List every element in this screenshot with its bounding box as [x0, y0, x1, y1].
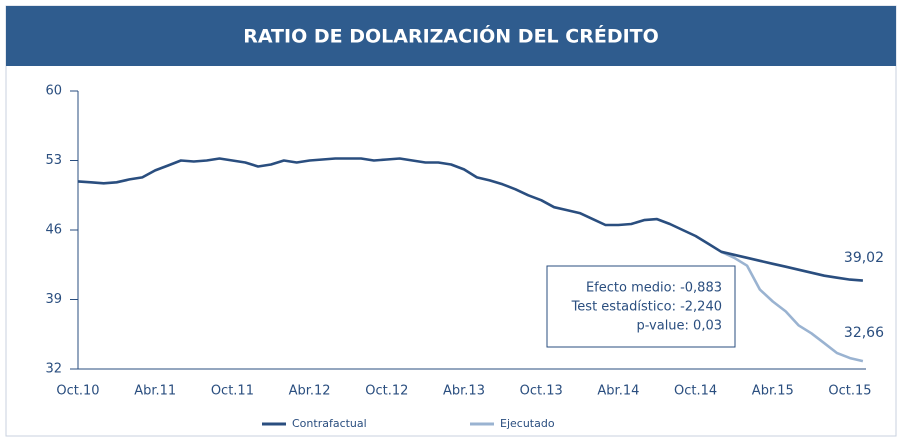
x-tick-label: Oct.10 [56, 384, 99, 399]
x-tick-label: Abr.12 [289, 384, 331, 399]
annotation-box [546, 265, 736, 348]
chart-title: RATIO DE DOLARIZACIÓN DEL CRÉDITO [243, 24, 659, 48]
annotation: Efecto medio: -0,883 [586, 281, 722, 296]
y-tick-label: 39 [45, 292, 62, 307]
end-label: 39,02 [844, 250, 884, 266]
series-line [77, 157, 864, 282]
y-tick-label: 60 [45, 84, 62, 99]
x-tick-label: Abr.14 [597, 384, 639, 399]
x-tick-label: Oct.14 [674, 384, 717, 399]
legend-label: Ejecutado [500, 417, 555, 430]
x-tick-label: Oct.11 [211, 384, 254, 399]
x-tick-label: Oct.15 [828, 384, 871, 399]
y-tick-label: 32 [45, 362, 62, 377]
frame [5, 5, 897, 437]
x-tick-label: Oct.13 [520, 384, 563, 399]
annotation: Test estadístico: -2,240 [571, 300, 722, 315]
end-label: 32,66 [844, 325, 884, 341]
x-tick-label: Abr.13 [443, 384, 485, 399]
y-tick-label: 46 [45, 223, 62, 238]
x-tick-label: Abr.15 [752, 384, 794, 399]
y-tick-label: 53 [45, 153, 62, 168]
legend-label: Contrafactual [292, 417, 367, 430]
series-line [720, 250, 864, 363]
x-tick-label: Abr.11 [134, 384, 176, 399]
annotation: p-value: 0,03 [636, 319, 722, 334]
header [6, 6, 896, 66]
x-tick-label: Oct.12 [365, 384, 408, 399]
